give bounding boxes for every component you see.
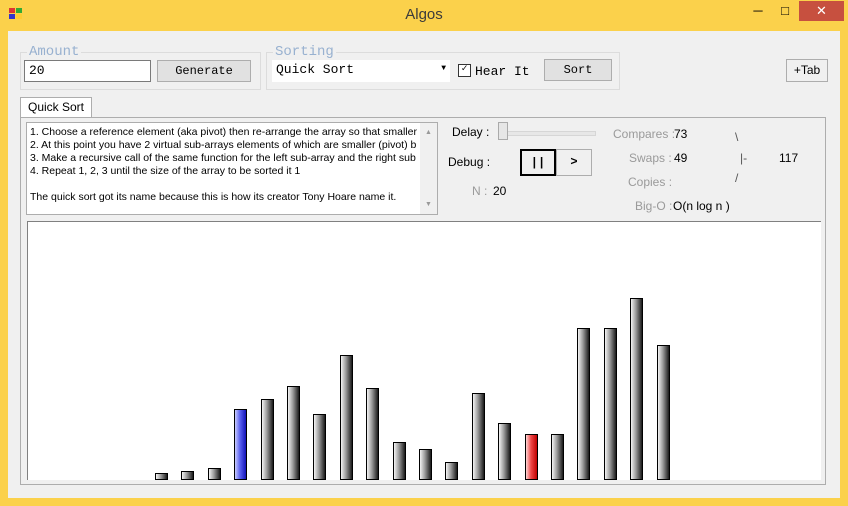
- close-button[interactable]: ✕: [799, 1, 844, 21]
- chart-bar: [339, 355, 353, 480]
- chart-bar: [419, 449, 432, 480]
- chevron-down-icon: ▼: [441, 64, 446, 73]
- description-scrollbar[interactable]: ▲ ▼: [420, 123, 437, 214]
- hear-it-label: Hear It: [475, 64, 530, 79]
- amount-legend: Amount: [29, 44, 80, 60]
- spinner-bottom: /: [735, 171, 739, 185]
- compares-label: Compares :: [613, 127, 676, 141]
- chart-bar: [551, 434, 564, 480]
- spinner-middle: |-: [740, 151, 748, 165]
- chart-bar: [207, 468, 221, 480]
- sorting-legend: Sorting: [275, 44, 334, 60]
- scroll-down-icon[interactable]: ▼: [425, 201, 432, 208]
- amount-input[interactable]: 20: [24, 60, 151, 82]
- chart-bar: [155, 473, 168, 480]
- amount-group: Amount: [20, 44, 261, 90]
- generate-button[interactable]: Generate: [157, 60, 251, 82]
- chart-bar: [287, 386, 300, 480]
- title-bar[interactable]: Algos ─ □ ✕: [0, 0, 848, 30]
- total-value: 117: [779, 151, 799, 165]
- description-line: 2. At this point you have 2 virtual sub-…: [30, 139, 417, 151]
- chart-bar: [260, 399, 274, 480]
- description-line: [30, 178, 434, 191]
- swaps-value: 49: [674, 151, 688, 165]
- n-label: N :: [472, 184, 488, 198]
- chart-bar: [524, 434, 538, 480]
- copies-label: Copies :: [628, 175, 673, 189]
- delay-slider-track[interactable]: [500, 131, 596, 136]
- chart-bar: [656, 345, 670, 480]
- pause-button[interactable]: ||: [520, 149, 556, 176]
- tab-quick-sort[interactable]: Quick Sort: [20, 97, 93, 118]
- bigo-label: Big-O :: [635, 199, 673, 213]
- maximize-button[interactable]: □: [781, 3, 789, 18]
- chart-bar: [366, 388, 380, 480]
- sorting-group: Sorting: [266, 44, 620, 90]
- delay-slider-thumb[interactable]: [498, 122, 508, 140]
- step-button[interactable]: >: [556, 149, 592, 176]
- sort-button[interactable]: Sort: [544, 59, 612, 81]
- swaps-label: Swaps :: [629, 151, 672, 165]
- chart-bar: [392, 442, 406, 480]
- window-title: Algos: [405, 6, 443, 23]
- spinner-top: \: [735, 130, 739, 144]
- chart-bar: [498, 423, 512, 480]
- checkbox-check-icon: ✓: [458, 64, 471, 78]
- hear-it-checkbox[interactable]: ✓ Hear It: [458, 64, 530, 79]
- chart-bar: [181, 471, 195, 480]
- chart-bar: [577, 328, 591, 480]
- add-tab-button[interactable]: +Tab: [786, 59, 828, 82]
- delay-label: Delay :: [452, 125, 490, 139]
- description-line: The quick sort got its name because this…: [30, 191, 397, 203]
- scroll-up-icon[interactable]: ▲: [425, 129, 432, 136]
- chart-bar: [603, 328, 617, 480]
- chart-bar: [471, 393, 485, 480]
- chart-bar: [445, 462, 459, 480]
- description-line: 4. Repeat 1, 2, 3 until the size of the …: [30, 165, 301, 177]
- sort-visualization-chart: [27, 221, 821, 480]
- app-icon: [9, 8, 23, 20]
- algorithm-description[interactable]: 1. Choose a reference element (aka pivot…: [26, 122, 438, 215]
- bigo-value: O(n log n ): [673, 199, 730, 213]
- chart-bar: [630, 298, 644, 480]
- chart-bar: [313, 414, 327, 480]
- chart-bar: [234, 409, 248, 480]
- client-area: Amount 20 Generate Sorting Quick Sort ▼ …: [8, 31, 840, 498]
- n-value: 20: [493, 184, 507, 198]
- minimize-button[interactable]: ─: [753, 3, 763, 18]
- algorithm-select-value: Quick Sort: [276, 62, 355, 77]
- debug-label: Debug :: [448, 155, 491, 169]
- compares-value: 73: [674, 127, 688, 141]
- description-line: 1. Choose a reference element (aka pivot…: [30, 126, 417, 138]
- description-line: 3. Make a recursive call of the same fun…: [30, 152, 416, 164]
- algorithm-select[interactable]: Quick Sort ▼: [272, 60, 450, 82]
